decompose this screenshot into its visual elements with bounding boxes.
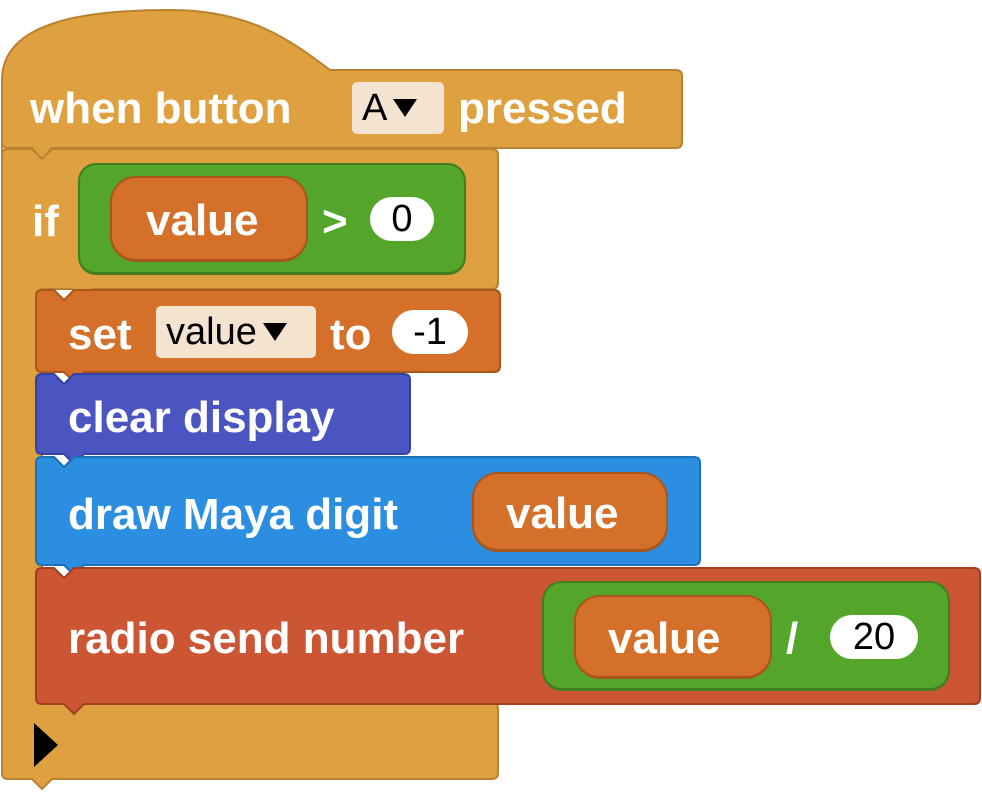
button-dropdown[interactable]: A: [352, 82, 444, 134]
hat-label-when-button: when button: [30, 84, 292, 133]
button-dropdown-value: A: [362, 87, 388, 129]
variable-reporter-label: value: [506, 489, 619, 538]
chevron-down-icon: [262, 323, 287, 341]
number-input-minus-one[interactable]: -1: [392, 310, 468, 354]
operator-divide: /: [786, 614, 799, 663]
to-label: to: [330, 310, 372, 359]
draw-maya-digit-label: draw Maya digit: [68, 490, 399, 539]
radio-send-number-label: radio send number: [68, 614, 465, 663]
variable-dropdown[interactable]: value: [156, 306, 316, 358]
variable-dropdown-value: value: [166, 311, 257, 353]
variable-reporter-label: value: [146, 196, 259, 245]
number-input-twenty[interactable]: 20: [830, 615, 918, 659]
operator-greater-than: >: [322, 197, 348, 246]
variable-reporter-value[interactable]: value: [472, 472, 668, 552]
variable-reporter-value[interactable]: value: [110, 176, 308, 262]
variable-reporter-value[interactable]: value: [574, 595, 772, 679]
set-label: set: [68, 310, 132, 359]
chevron-down-icon: [393, 99, 418, 117]
collapse-arrow-icon: [34, 723, 58, 767]
clear-display-label: clear display: [68, 393, 335, 442]
clear-block-shape: [35, 373, 411, 466]
hat-label-pressed: pressed: [458, 84, 627, 133]
number-input-zero[interactable]: 0: [370, 197, 434, 241]
if-keyword: if: [32, 197, 59, 246]
variable-reporter-label: value: [608, 614, 721, 663]
